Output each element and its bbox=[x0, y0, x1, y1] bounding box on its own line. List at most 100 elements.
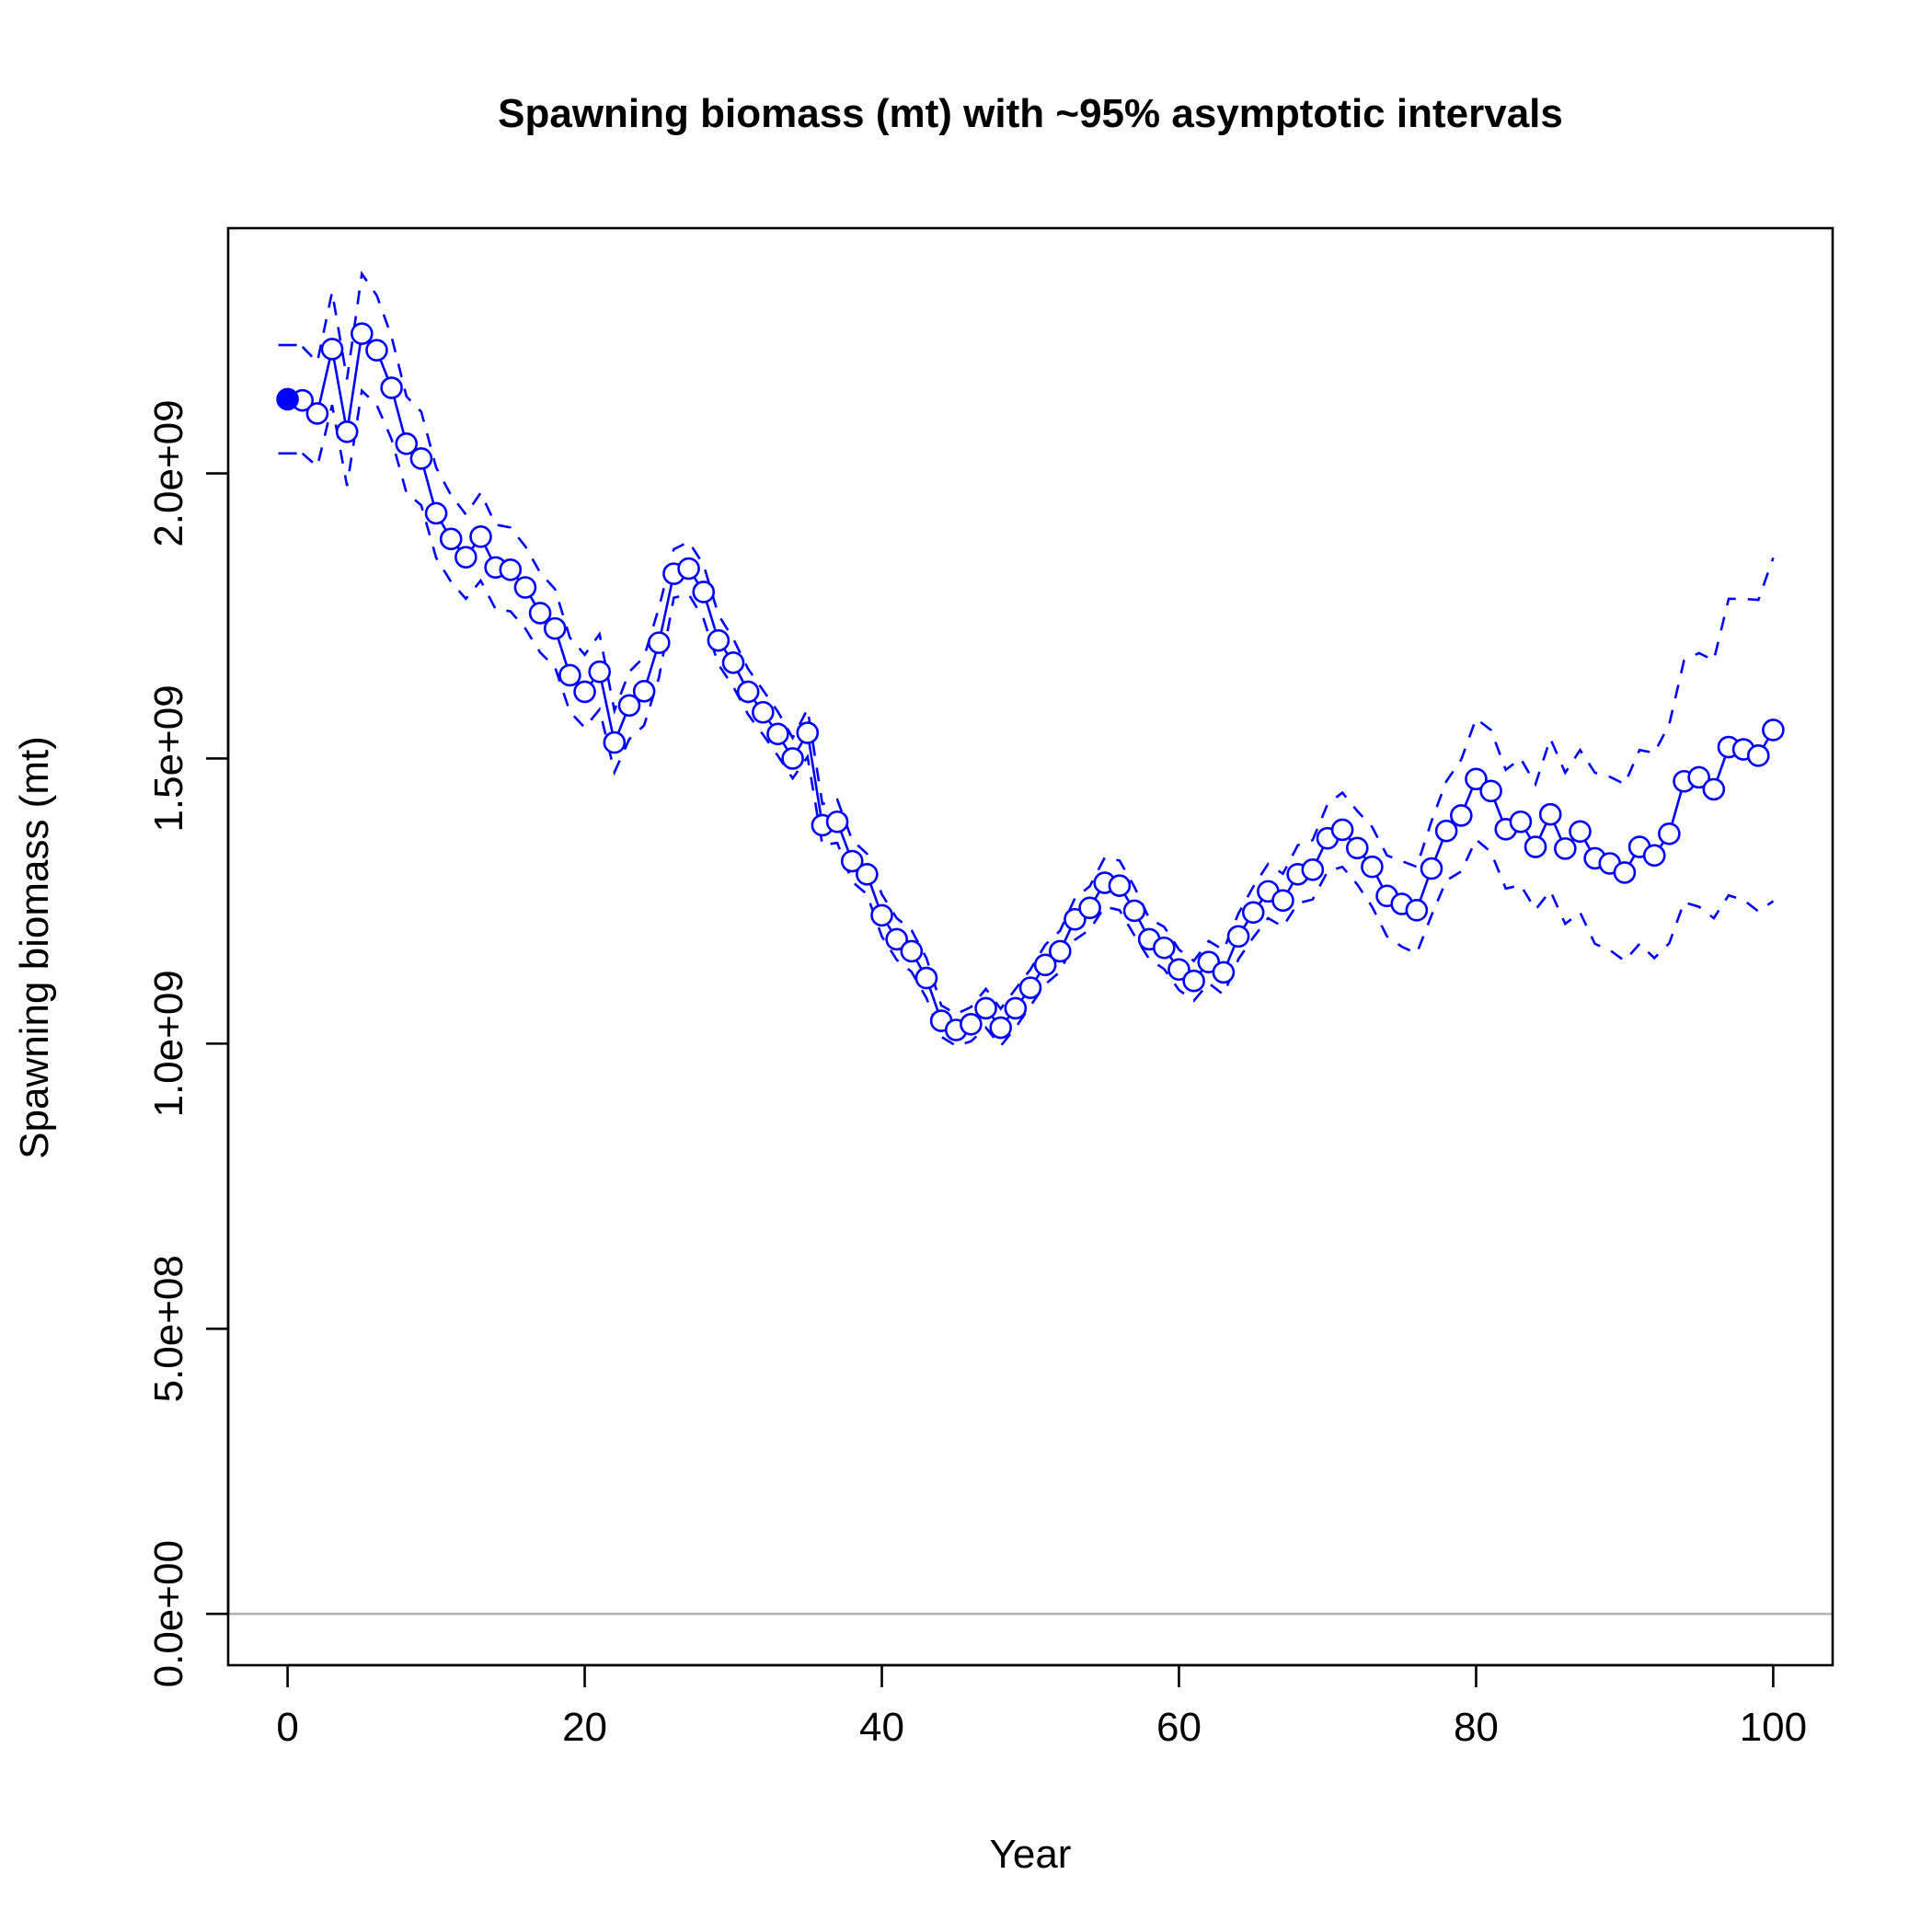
biomass-point bbox=[1271, 889, 1294, 913]
biomass-point bbox=[1033, 953, 1057, 977]
biomass-point bbox=[1226, 925, 1250, 949]
biomass-point bbox=[499, 558, 523, 581]
x-tick-label: 60 bbox=[1156, 1705, 1202, 1750]
biomass-line bbox=[301, 330, 1775, 1031]
biomass-point bbox=[1212, 960, 1236, 984]
biomass-point bbox=[900, 939, 924, 963]
biomass-point bbox=[603, 730, 627, 754]
biomass-point bbox=[454, 546, 477, 569]
biomass-point bbox=[632, 680, 656, 703]
biomass-point bbox=[721, 651, 745, 674]
y-tick-label: 1.5e+09 bbox=[146, 684, 191, 832]
biomass-point bbox=[781, 747, 804, 770]
x-tick-label: 20 bbox=[562, 1705, 607, 1750]
biomass-point bbox=[1554, 837, 1577, 860]
x-tick-label: 80 bbox=[1454, 1705, 1499, 1750]
biomass-point bbox=[752, 700, 775, 724]
plot-area bbox=[228, 270, 1833, 1616]
biomass-point bbox=[1746, 744, 1770, 767]
biomass-point bbox=[409, 447, 433, 470]
biomass-point bbox=[825, 810, 849, 834]
biomass-point bbox=[513, 576, 537, 599]
x-axis-label: Year bbox=[990, 1832, 1072, 1877]
biomass-point bbox=[1330, 818, 1354, 842]
biomass-point bbox=[1434, 819, 1458, 843]
y-tick-label: 2.0e+09 bbox=[146, 399, 191, 546]
biomass-point bbox=[1702, 777, 1726, 801]
biomass-point bbox=[320, 338, 344, 361]
biomass-point bbox=[1658, 822, 1681, 845]
biomass-point bbox=[914, 966, 938, 990]
biomass-point bbox=[588, 660, 612, 684]
x-tick-label: 0 bbox=[276, 1705, 298, 1750]
biomass-point bbox=[543, 616, 567, 640]
biomass-point bbox=[395, 431, 419, 455]
lower-interval-line bbox=[301, 388, 1775, 1048]
biomass-point bbox=[335, 420, 359, 443]
biomass-point bbox=[1642, 844, 1666, 868]
biomass-point bbox=[677, 557, 700, 581]
biomass-point bbox=[960, 1012, 983, 1036]
biomass-point bbox=[365, 339, 388, 362]
x-axis: 0 20 40 60 80 100 bbox=[276, 1663, 1807, 1750]
biomass-point bbox=[469, 525, 492, 548]
y-axis: 0.0e+00 5.0e+08 1.0e+09 1.5e+09 2.0e+09 bbox=[146, 399, 230, 1687]
virgin-biomass-point bbox=[276, 387, 299, 411]
biomass-point bbox=[1048, 939, 1072, 963]
biomass-point bbox=[1361, 855, 1384, 879]
y-axis-label: Spawning biomass (mt) bbox=[12, 736, 57, 1159]
biomass-point bbox=[528, 602, 552, 625]
biomass-point bbox=[305, 402, 329, 425]
biomass-point bbox=[974, 996, 997, 1020]
biomass-point bbox=[989, 1016, 1013, 1040]
biomass-point bbox=[1122, 899, 1146, 923]
biomass-point bbox=[1345, 836, 1369, 860]
biomass-point bbox=[796, 721, 820, 744]
y-tick-label: 0.0e+00 bbox=[146, 1540, 191, 1687]
biomass-point bbox=[1465, 767, 1488, 791]
biomass-point bbox=[1479, 779, 1502, 803]
upper-interval-line bbox=[301, 270, 1775, 1016]
biomass-point bbox=[1449, 804, 1473, 827]
y-tick-label: 1.0e+09 bbox=[146, 970, 191, 1117]
biomass-point bbox=[1538, 802, 1562, 826]
biomass-point bbox=[617, 694, 641, 718]
biomass-point bbox=[870, 903, 893, 927]
biomass-point bbox=[1018, 976, 1042, 999]
biomass-point bbox=[1301, 858, 1325, 881]
biomass-point bbox=[1241, 901, 1265, 925]
biomass-point bbox=[736, 680, 760, 704]
biomass-point bbox=[766, 722, 789, 746]
biomass-point bbox=[1064, 907, 1087, 931]
biomass-point bbox=[1405, 899, 1429, 922]
biomass-point bbox=[1108, 874, 1132, 897]
plot-frame bbox=[226, 226, 1834, 1667]
biomass-point bbox=[558, 663, 581, 687]
x-tick-label: 100 bbox=[1740, 1705, 1807, 1750]
biomass-point bbox=[1420, 857, 1443, 880]
biomass-point bbox=[647, 631, 671, 654]
biomass-point bbox=[439, 527, 463, 551]
biomass-point bbox=[1078, 896, 1101, 920]
biomass-point bbox=[380, 376, 403, 399]
biomass-point bbox=[1167, 958, 1190, 982]
biomass-point bbox=[885, 927, 908, 951]
y-tick-label: 5.0e+08 bbox=[146, 1255, 191, 1402]
biomass-point bbox=[1613, 861, 1637, 884]
biomass-point bbox=[1004, 996, 1028, 1020]
biomass-point bbox=[856, 862, 879, 886]
biomass-point bbox=[1762, 719, 1785, 742]
biomass-point bbox=[1509, 810, 1533, 834]
biomass-point bbox=[1569, 820, 1592, 844]
biomass-point bbox=[351, 322, 374, 345]
biomass-point bbox=[840, 849, 864, 873]
biomass-point bbox=[692, 581, 716, 604]
biomass-point bbox=[707, 628, 730, 652]
biomass-point bbox=[424, 501, 448, 525]
biomass-point bbox=[1182, 969, 1205, 993]
biomass-point bbox=[1524, 835, 1547, 858]
biomass-point bbox=[1153, 936, 1176, 960]
biomass-point bbox=[573, 680, 596, 704]
chart-title: Spawning biomass (mt) with ~95% asymptot… bbox=[498, 91, 1563, 136]
